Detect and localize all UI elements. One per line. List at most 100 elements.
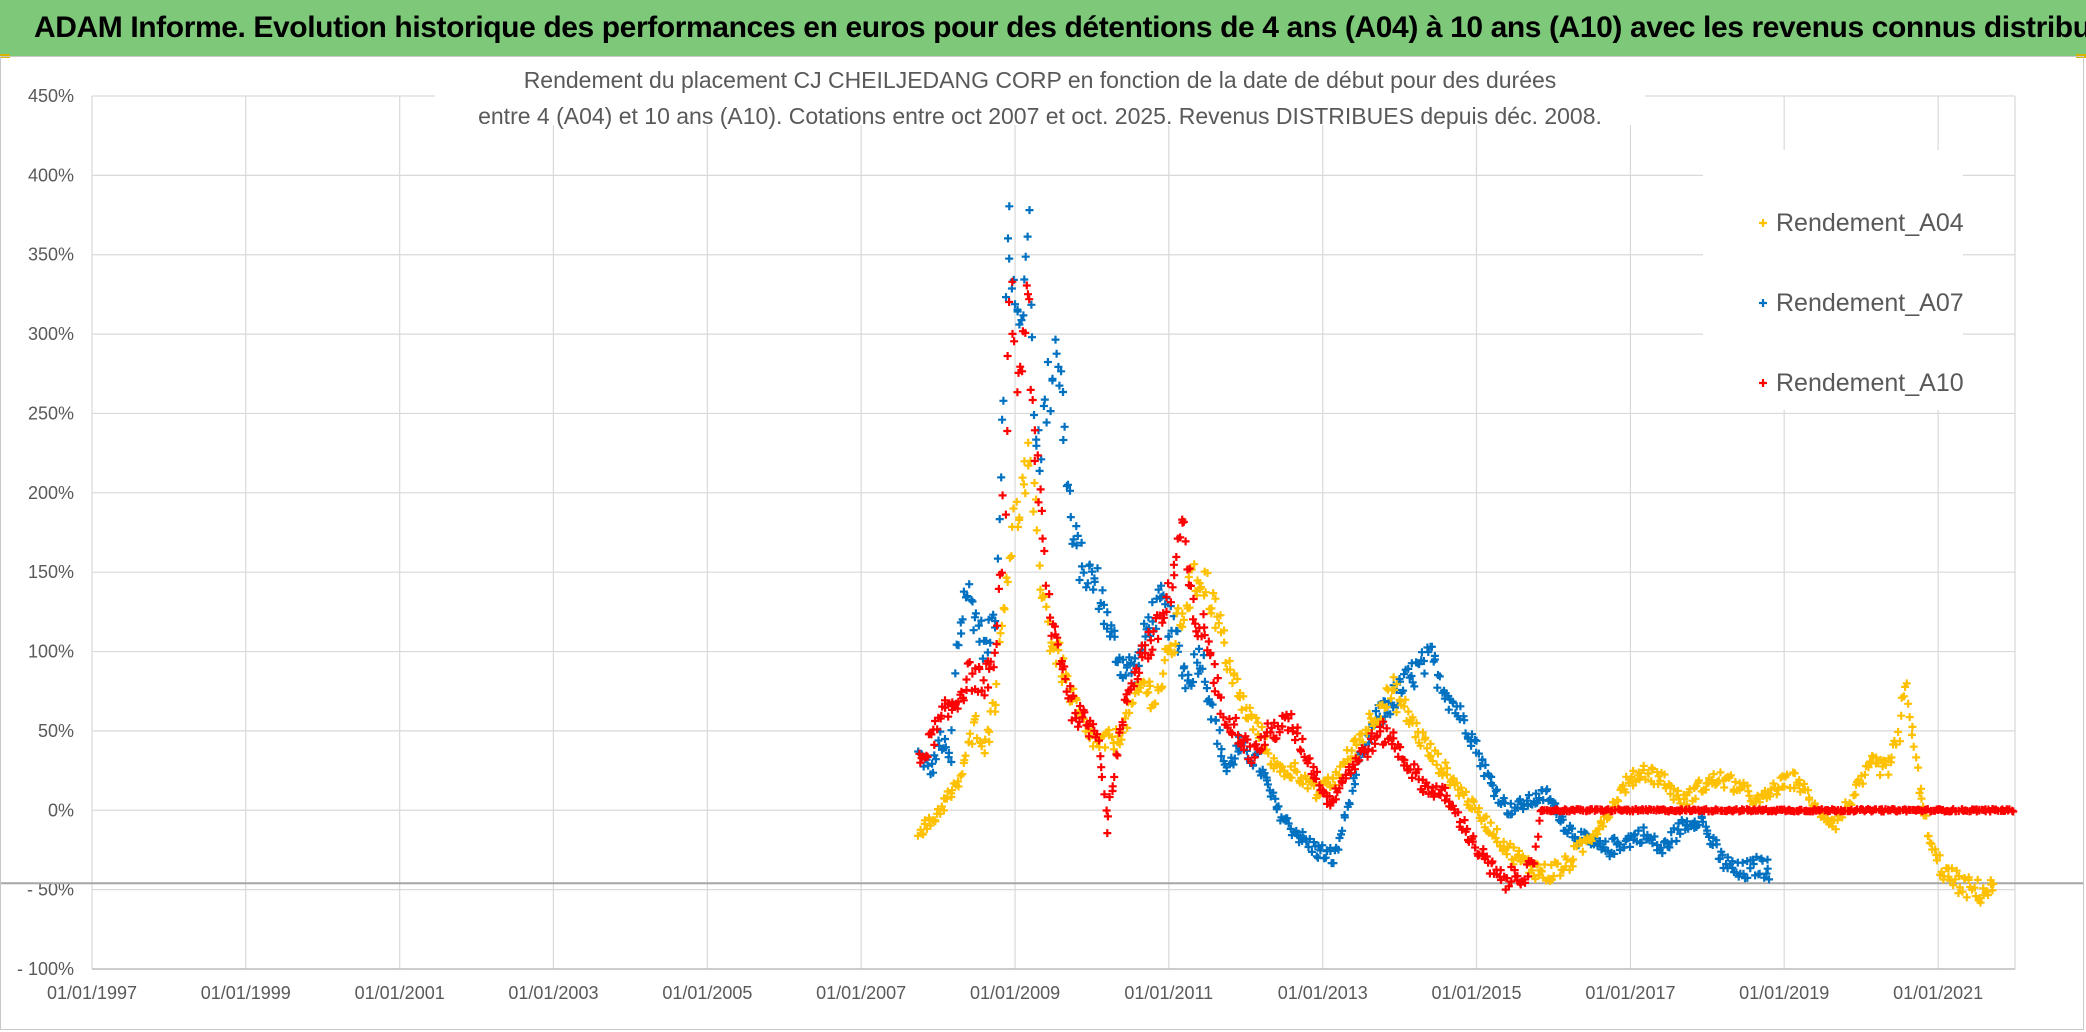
- point-a07: [1190, 650, 1199, 659]
- point-a10: [1172, 553, 1181, 561]
- point-a07: [1468, 730, 1476, 739]
- y-tick-label: 200%: [28, 483, 74, 503]
- point-a04: [1745, 791, 1754, 800]
- point-a04: [1648, 765, 1657, 774]
- point-a07: [1407, 672, 1416, 680]
- point-a04: [1884, 770, 1893, 779]
- point-a07: [1456, 702, 1465, 711]
- point-a10: [1025, 295, 1034, 304]
- point-a04: [939, 806, 948, 815]
- point-a04: [1805, 795, 1814, 804]
- point-a04: [1509, 843, 1518, 852]
- point-a10: [1297, 747, 1305, 756]
- point-a04: [1408, 713, 1417, 722]
- point-a04: [1790, 769, 1799, 778]
- point-a07: [1103, 624, 1111, 633]
- point-a04: [1015, 516, 1024, 524]
- point-a07: [1399, 686, 1408, 695]
- point-a10: [1441, 796, 1449, 805]
- point-a04: [1434, 749, 1442, 758]
- point-a10: [1129, 682, 1138, 691]
- point-a07: [989, 610, 998, 619]
- point-a10: [1535, 816, 1544, 825]
- point-a10: [1488, 857, 1497, 866]
- point-a10: [1034, 498, 1043, 507]
- point-a07: [974, 621, 983, 630]
- point-a04: [1382, 703, 1391, 712]
- point-a07: [1610, 833, 1619, 842]
- point-a04: [1979, 884, 1988, 893]
- point-a04: [1123, 723, 1132, 732]
- point-a04: [1233, 675, 1242, 683]
- point-a04: [1537, 867, 1546, 876]
- point-a04: [1220, 626, 1228, 635]
- legend-label: Rendement_A10: [1776, 369, 1964, 397]
- point-a07: [1004, 234, 1012, 243]
- point-a07: [1213, 739, 1222, 748]
- point-a10: [994, 584, 1003, 593]
- point-a10: [1162, 607, 1171, 616]
- point-a04: [1804, 786, 1812, 795]
- point-a10: [1219, 713, 1228, 722]
- point-a04: [954, 782, 963, 791]
- point-a07: [991, 617, 1000, 626]
- point-a10: [1307, 770, 1316, 778]
- point-a04: [1644, 769, 1653, 778]
- point-a07: [1230, 754, 1239, 763]
- point-a10: [1406, 765, 1415, 774]
- point-a07: [1739, 869, 1748, 878]
- point-a04: [1290, 759, 1299, 768]
- point-a07: [1110, 632, 1119, 641]
- point-a04: [1024, 461, 1033, 470]
- point-a10: [1243, 735, 1252, 744]
- point-a07: [1634, 826, 1643, 835]
- point-a07: [1467, 741, 1476, 750]
- chart-title-line-2: entre 4 (A04) et 10 ans (A10). Cotations…: [478, 103, 1602, 129]
- point-a10: [1037, 506, 1046, 515]
- point-a10: [985, 664, 994, 673]
- point-a07: [969, 626, 978, 635]
- point-a10: [1471, 843, 1480, 852]
- point-a04: [985, 737, 994, 746]
- point-a10: [1030, 426, 1039, 435]
- point-a10: [993, 621, 1001, 630]
- point-a10: [1053, 640, 1062, 649]
- point-a10: [1093, 730, 1101, 739]
- point-a04: [1666, 789, 1675, 798]
- point-a07: [1263, 780, 1272, 789]
- point-a04: [1694, 776, 1703, 785]
- point-a07: [1738, 858, 1747, 867]
- point-a04: [1197, 583, 1206, 592]
- y-tick-label: 250%: [28, 403, 74, 423]
- point-a07: [1093, 564, 1102, 573]
- point-a10: [1513, 872, 1522, 881]
- point-a10: [1530, 859, 1539, 868]
- point-a07: [1284, 819, 1293, 828]
- point-a04: [1964, 875, 1973, 884]
- point-a10: [975, 663, 983, 671]
- point-a10: [1396, 743, 1405, 752]
- point-a07: [1535, 794, 1544, 803]
- point-a04: [1556, 871, 1565, 880]
- point-a07: [1338, 826, 1347, 835]
- point-a10: [1442, 791, 1451, 800]
- point-a10: [1060, 662, 1069, 671]
- y-tick-label: 450%: [28, 86, 74, 106]
- point-a04: [1540, 860, 1549, 869]
- point-a04: [1639, 766, 1648, 774]
- point-a07: [1419, 657, 1428, 665]
- point-a10: [998, 491, 1007, 500]
- point-a10: [1246, 742, 1254, 751]
- point-a07: [1444, 705, 1453, 714]
- point-a04: [1685, 785, 1694, 794]
- point-a04: [1691, 794, 1700, 803]
- point-a10: [1305, 754, 1314, 763]
- point-a04: [1783, 770, 1792, 779]
- point-a07: [1198, 664, 1207, 673]
- point-a10: [1275, 728, 1284, 737]
- point-a04: [1249, 725, 1258, 734]
- point-a04: [996, 629, 1005, 638]
- x-tick-label: 01/01/2011: [1124, 983, 1213, 1003]
- point-a07: [1698, 817, 1707, 826]
- point-a10: [1108, 782, 1117, 791]
